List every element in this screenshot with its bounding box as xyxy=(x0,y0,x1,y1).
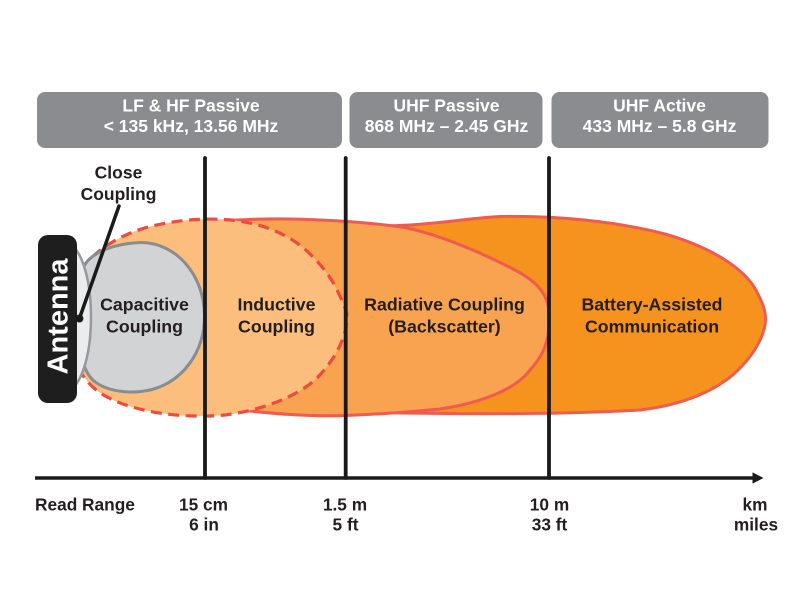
svg-text:Inductive: Inductive xyxy=(238,295,316,315)
svg-text:Radiative Coupling: Radiative Coupling xyxy=(364,295,525,315)
svg-text:433 MHz – 5.8 GHz: 433 MHz – 5.8 GHz xyxy=(583,116,737,136)
svg-text:< 135 kHz, 13.56 MHz: < 135 kHz, 13.56 MHz xyxy=(104,116,279,136)
svg-text:Read Range: Read Range xyxy=(35,495,135,515)
svg-text:15 cm: 15 cm xyxy=(179,495,228,515)
svg-text:6 in: 6 in xyxy=(189,515,219,535)
svg-text:Close: Close xyxy=(95,163,143,183)
svg-text:UHF Active: UHF Active xyxy=(613,96,706,116)
svg-text:Communication: Communication xyxy=(585,316,719,336)
svg-text:33 ft: 33 ft xyxy=(532,515,568,535)
svg-text:Coupling: Coupling xyxy=(238,316,315,336)
svg-text:5 ft: 5 ft xyxy=(333,515,359,535)
svg-text:km: km xyxy=(743,495,768,515)
svg-text:UHF Passive: UHF Passive xyxy=(393,96,499,116)
svg-text:Capacitive: Capacitive xyxy=(100,295,189,315)
svg-text:Coupling: Coupling xyxy=(81,184,157,204)
svg-text:10 m: 10 m xyxy=(530,495,569,515)
svg-text:Battery-Assisted: Battery-Assisted xyxy=(581,295,722,315)
svg-text:miles: miles xyxy=(734,515,778,535)
svg-text:(Backscatter): (Backscatter) xyxy=(388,316,501,336)
svg-text:Antenna: Antenna xyxy=(43,258,75,375)
svg-text:1.5 m: 1.5 m xyxy=(323,495,367,515)
svg-text:868 MHz – 2.45 GHz: 868 MHz – 2.45 GHz xyxy=(365,116,529,136)
svg-text:Coupling: Coupling xyxy=(106,316,183,336)
svg-text:LF & HF Passive: LF & HF Passive xyxy=(122,96,259,116)
